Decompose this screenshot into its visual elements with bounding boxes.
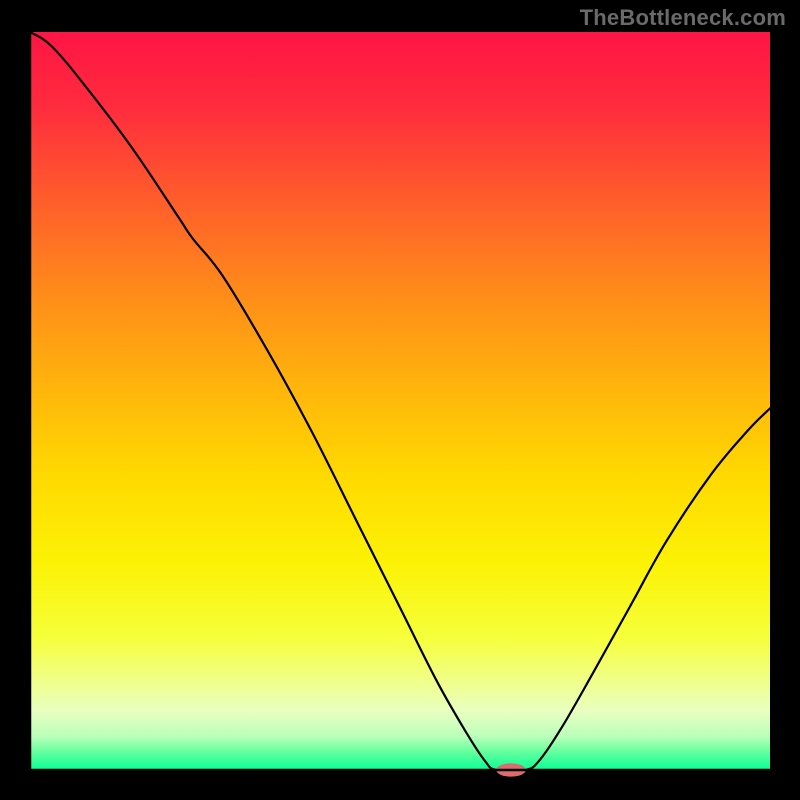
watermark-text: TheBottleneck.com [580, 5, 786, 31]
plot-background [30, 32, 770, 770]
